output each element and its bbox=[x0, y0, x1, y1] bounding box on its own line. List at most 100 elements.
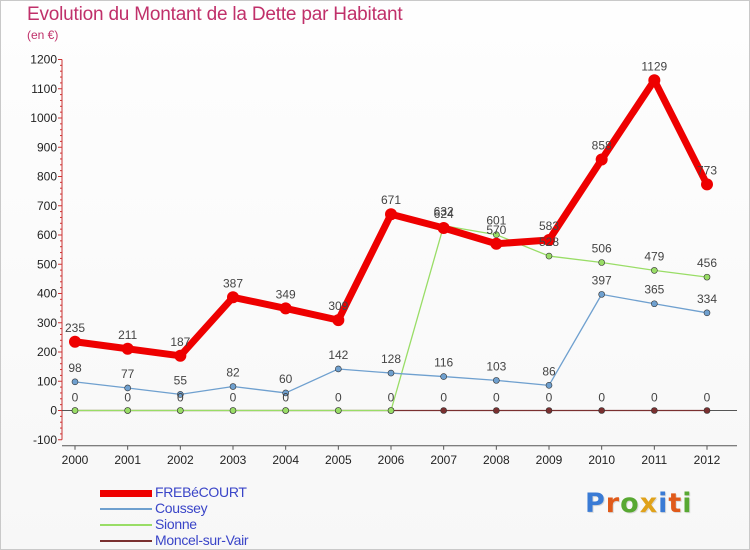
data-point bbox=[71, 407, 79, 414]
data-label: 0 bbox=[493, 391, 500, 405]
data-label: 142 bbox=[328, 348, 348, 362]
data-label: 235 bbox=[65, 321, 85, 335]
legend-swatch bbox=[100, 540, 152, 542]
data-point bbox=[71, 378, 79, 386]
data-point bbox=[703, 309, 711, 317]
data-label: 60 bbox=[279, 372, 293, 386]
data-label: 624 bbox=[434, 207, 454, 221]
data-label: 55 bbox=[174, 373, 188, 387]
data-point bbox=[648, 74, 661, 87]
data-point bbox=[703, 407, 711, 414]
y-tick-label: 1100 bbox=[31, 82, 57, 96]
y-tick-label: 500 bbox=[37, 257, 57, 271]
data-point bbox=[121, 342, 134, 355]
data-point bbox=[387, 407, 395, 414]
data-label: 773 bbox=[697, 163, 717, 177]
x-tick-label: 2009 bbox=[536, 453, 563, 467]
legend-label: Moncel-sur-Vair bbox=[155, 532, 249, 548]
x-tick-label: 2005 bbox=[325, 453, 352, 467]
data-label: 349 bbox=[276, 287, 296, 301]
x-tick-label: 2007 bbox=[430, 453, 457, 467]
data-point bbox=[440, 407, 447, 414]
data-label: 0 bbox=[440, 391, 447, 405]
data-label: 858 bbox=[592, 139, 612, 153]
data-label: 86 bbox=[542, 364, 556, 378]
x-tick-label: 2001 bbox=[114, 453, 141, 467]
data-label: 456 bbox=[697, 256, 717, 270]
legend-swatch bbox=[100, 524, 152, 526]
data-label: 77 bbox=[121, 367, 135, 381]
y-tick-label: 1200 bbox=[30, 53, 57, 67]
data-point bbox=[598, 259, 605, 266]
y-tick-label: 800 bbox=[37, 170, 57, 184]
data-point bbox=[177, 391, 184, 398]
y-tick-label: 100 bbox=[37, 374, 57, 388]
data-label: 82 bbox=[226, 366, 240, 380]
data-label: 387 bbox=[223, 276, 243, 290]
data-point bbox=[651, 407, 658, 414]
data-label: 365 bbox=[644, 283, 664, 297]
data-point bbox=[335, 365, 342, 373]
data-label: 0 bbox=[651, 391, 658, 405]
data-label: 0 bbox=[124, 391, 131, 405]
proxiti-logo: Proxiti bbox=[585, 488, 693, 519]
data-point bbox=[69, 335, 81, 348]
data-label: 0 bbox=[72, 391, 79, 405]
data-point bbox=[282, 407, 289, 414]
legend-label: Coussey bbox=[155, 500, 208, 516]
data-point bbox=[279, 302, 292, 315]
y-tick-label: 600 bbox=[37, 228, 57, 242]
data-point bbox=[124, 384, 131, 392]
x-tick-label: 2010 bbox=[588, 453, 615, 467]
data-point bbox=[598, 291, 605, 298]
y-tick-label: 400 bbox=[37, 287, 57, 301]
data-point bbox=[332, 314, 345, 327]
data-point bbox=[437, 221, 450, 234]
data-label: 116 bbox=[434, 356, 453, 370]
data-label: 671 bbox=[381, 193, 401, 207]
data-point bbox=[651, 267, 658, 274]
data-label: 479 bbox=[644, 249, 664, 263]
data-label: 583 bbox=[539, 219, 559, 233]
x-tick-label: 2008 bbox=[483, 453, 510, 467]
data-label: 0 bbox=[230, 391, 237, 405]
legend-label: Sionne bbox=[155, 516, 197, 532]
data-point bbox=[543, 233, 555, 246]
x-tick-label: 2003 bbox=[220, 453, 247, 467]
y-tick-label: 200 bbox=[37, 345, 57, 359]
legend-label: FREBéCOURT bbox=[155, 484, 247, 500]
data-label: 309 bbox=[328, 299, 348, 313]
data-point bbox=[545, 407, 553, 414]
x-tick-label: 2000 bbox=[62, 453, 89, 467]
data-point bbox=[229, 407, 237, 414]
y-tick-label: -100 bbox=[33, 433, 57, 447]
data-point bbox=[387, 369, 395, 377]
data-point bbox=[493, 377, 500, 384]
data-point bbox=[545, 382, 553, 389]
data-label: 506 bbox=[592, 241, 612, 255]
data-label: 103 bbox=[486, 359, 506, 373]
data-point bbox=[493, 231, 500, 239]
data-label: 1129 bbox=[641, 59, 667, 73]
data-label: 211 bbox=[118, 328, 137, 342]
x-tick-label: 2002 bbox=[167, 453, 194, 467]
data-point bbox=[385, 208, 397, 221]
chart-subtitle: (en €) bbox=[27, 28, 59, 42]
legend-swatch bbox=[100, 508, 152, 510]
data-label: 0 bbox=[282, 391, 289, 405]
series-line-Sionne bbox=[75, 224, 708, 412]
data-label: 0 bbox=[704, 391, 711, 405]
y-tick-label: 0 bbox=[50, 404, 57, 418]
data-label: 0 bbox=[546, 391, 553, 405]
data-point bbox=[493, 407, 500, 414]
data-point bbox=[490, 237, 503, 250]
data-point bbox=[701, 178, 713, 191]
data-label: 334 bbox=[697, 292, 717, 306]
y-tick-label: 1000 bbox=[30, 111, 57, 125]
data-point bbox=[545, 252, 553, 260]
data-point bbox=[124, 407, 131, 414]
data-label: 0 bbox=[335, 391, 342, 405]
data-label: 0 bbox=[388, 391, 395, 405]
